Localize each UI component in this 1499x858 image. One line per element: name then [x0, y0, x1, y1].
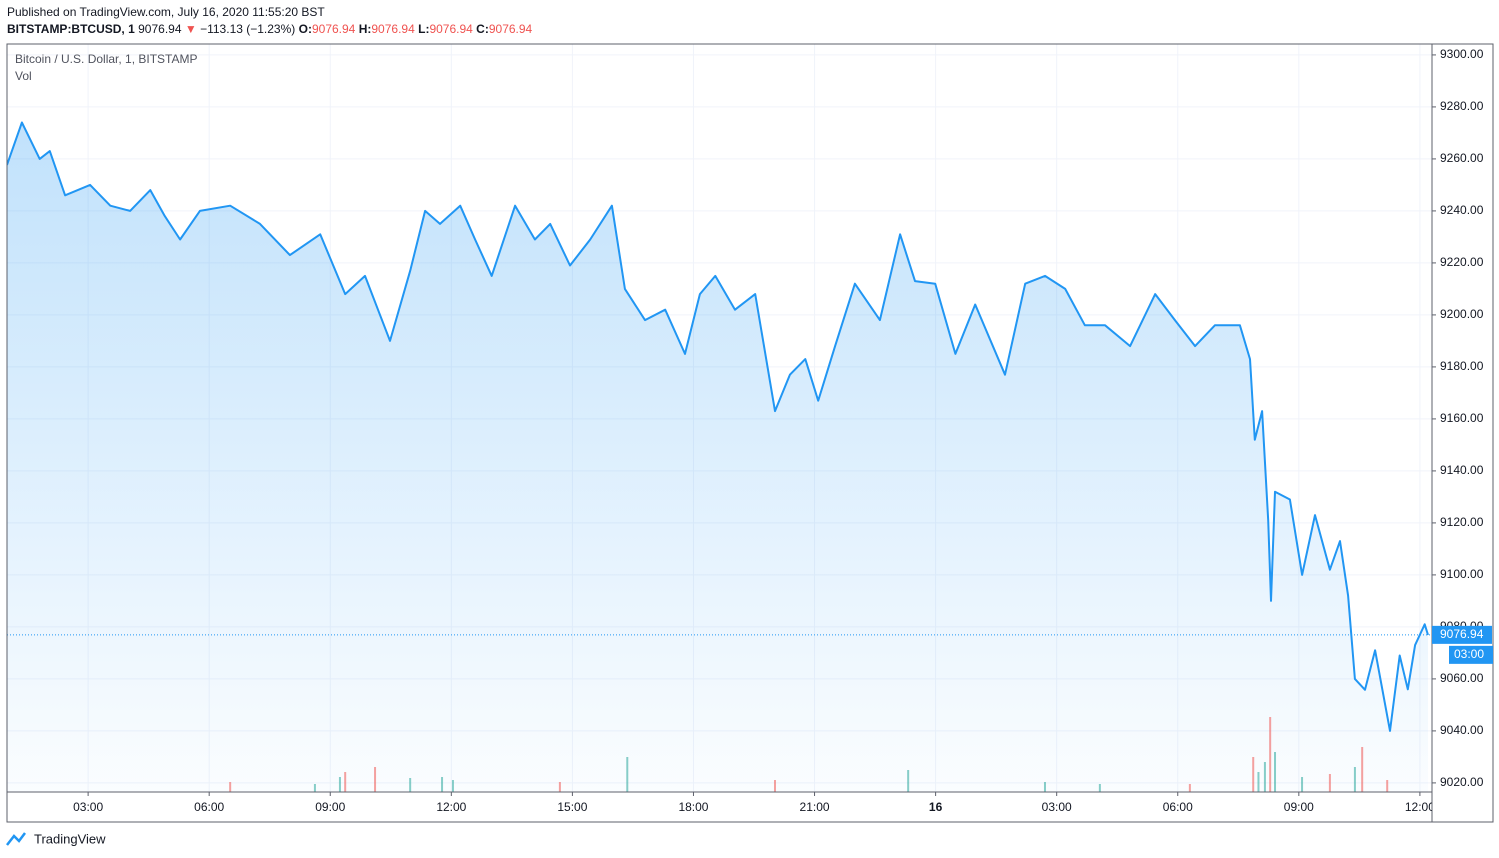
- change: −113.13 (−1.23%): [200, 22, 296, 36]
- volume-bar: [907, 770, 910, 792]
- volume-bar: [409, 778, 412, 792]
- high-label: H:: [358, 22, 372, 36]
- x-tick-label: 06:00: [194, 800, 224, 814]
- price-axis-frame: [1431, 43, 1494, 823]
- volume-bar: [1353, 767, 1356, 792]
- y-tick-label: 9120.00: [1440, 515, 1484, 529]
- close: 9076.94: [488, 22, 533, 36]
- x-tick-label: 12:00: [1405, 800, 1435, 814]
- x-tick-label: 15:00: [557, 800, 587, 814]
- close-label: C:: [476, 22, 489, 36]
- volume-bar: [1301, 777, 1304, 792]
- low-label: L:: [418, 22, 430, 36]
- x-tick-label: 09:00: [1284, 800, 1314, 814]
- last-price-tag: [1432, 625, 1492, 644]
- footer-brand: TradingView: [34, 831, 106, 846]
- volume-bar: [451, 780, 454, 792]
- x-tick-label: 03:00: [1042, 800, 1072, 814]
- plot-area: [7, 121, 1432, 792]
- volume-bar: [1274, 752, 1277, 792]
- volume-bar: [1263, 762, 1266, 792]
- y-tick-label: 9300.00: [1440, 47, 1484, 61]
- volume-bar: [1188, 784, 1191, 792]
- x-tick-label: 03:00: [73, 800, 103, 814]
- volume-bar: [441, 777, 444, 792]
- last-price-label: 9076.94: [1440, 627, 1484, 641]
- x-tick-label: 06:00: [1163, 800, 1193, 814]
- y-tick-label: 9260.00: [1440, 151, 1484, 165]
- last-price: 9076.94: [138, 22, 182, 36]
- x-tick-label: 12:00: [436, 800, 466, 814]
- symbol-bar: BITSTAMP:BTCUSD, 1 9076.94 ▼ −113.13 (−1…: [7, 22, 532, 36]
- x-tick-label: 16: [929, 800, 943, 814]
- y-tick-label: 9100.00: [1440, 567, 1484, 581]
- y-tick-label: 9040.00: [1440, 723, 1484, 737]
- x-tick-label: 21:00: [800, 800, 830, 814]
- volume-bar: [1328, 774, 1331, 792]
- published-note: Published on TradingView.com, July 16, 2…: [7, 5, 325, 19]
- y-tick-label: 9280.00: [1440, 99, 1484, 113]
- price-area: [7, 122, 1428, 792]
- volume-bar: [558, 782, 561, 792]
- y-tick-label: 9160.00: [1440, 411, 1484, 425]
- time-axis-labels: 03:00 06:00 09:00 12:00 15:00 18:00 21:00 16 03:…: [73, 792, 1435, 814]
- low: 9076.94: [429, 22, 473, 36]
- y-tick-label: 9060.00: [1440, 671, 1484, 685]
- y-tick-label: 9180.00: [1440, 359, 1484, 373]
- y-tick-label: 9220.00: [1440, 255, 1484, 269]
- x-tick-label: 09:00: [315, 800, 345, 814]
- x-tick-label: 18:00: [678, 800, 708, 814]
- high: 9076.94: [371, 22, 415, 36]
- volume-bar: [374, 767, 377, 792]
- volume-bar: [344, 772, 347, 792]
- legend-volume: Vol: [15, 69, 32, 83]
- open-label: O:: [298, 22, 312, 36]
- volume-bar: [338, 777, 341, 792]
- y-tick-label: 9140.00: [1440, 463, 1484, 477]
- y-tick-label: 9240.00: [1440, 203, 1484, 217]
- symbol: BITSTAMP:BTCUSD, 1: [7, 22, 135, 36]
- volume-bar: [229, 782, 232, 792]
- volume-bar: [1257, 772, 1260, 792]
- logo-icon: [6, 832, 26, 846]
- countdown-tag: [1449, 645, 1493, 664]
- volume-bar: [1361, 747, 1364, 792]
- legend-title: Bitcoin / U.S. Dollar, 1, BITSTAMP: [15, 52, 198, 66]
- volume-bar: [313, 784, 316, 792]
- volume-bar: [1098, 784, 1101, 792]
- down-arrow: ▼: [184, 22, 197, 36]
- countdown-label: 03:00: [1454, 647, 1484, 661]
- price-line: [7, 121, 1429, 732]
- volume-bar: [1252, 757, 1255, 792]
- volume-bar: [626, 757, 629, 792]
- volume-bar: [1386, 780, 1389, 792]
- axes: 9020.009040.009060.009080.009100.009120.…: [6, 43, 1494, 823]
- volume-bar: [1043, 782, 1046, 792]
- volume-bar: [773, 780, 776, 792]
- footer-logo: [6, 832, 26, 846]
- y-tick-label: 9020.00: [1440, 775, 1484, 789]
- volume-bar: [1269, 717, 1272, 792]
- y-tick-label: 9200.00: [1440, 307, 1484, 321]
- open: 9076.94: [311, 22, 356, 36]
